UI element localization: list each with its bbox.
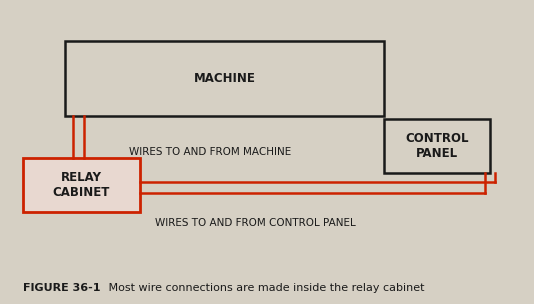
FancyBboxPatch shape [22,158,139,212]
FancyBboxPatch shape [384,119,490,173]
FancyBboxPatch shape [65,40,384,116]
Text: Most wire connections are made inside the relay cabinet: Most wire connections are made inside th… [105,282,425,292]
Text: WIRES TO AND FROM CONTROL PANEL: WIRES TO AND FROM CONTROL PANEL [155,218,356,228]
Text: FIGURE 36-1: FIGURE 36-1 [22,282,100,292]
Text: WIRES TO AND FROM MACHINE: WIRES TO AND FROM MACHINE [129,147,291,157]
Text: MACHINE: MACHINE [193,72,255,85]
Text: RELAY
CABINET: RELAY CABINET [52,171,110,199]
Text: CONTROL
PANEL: CONTROL PANEL [405,132,469,160]
